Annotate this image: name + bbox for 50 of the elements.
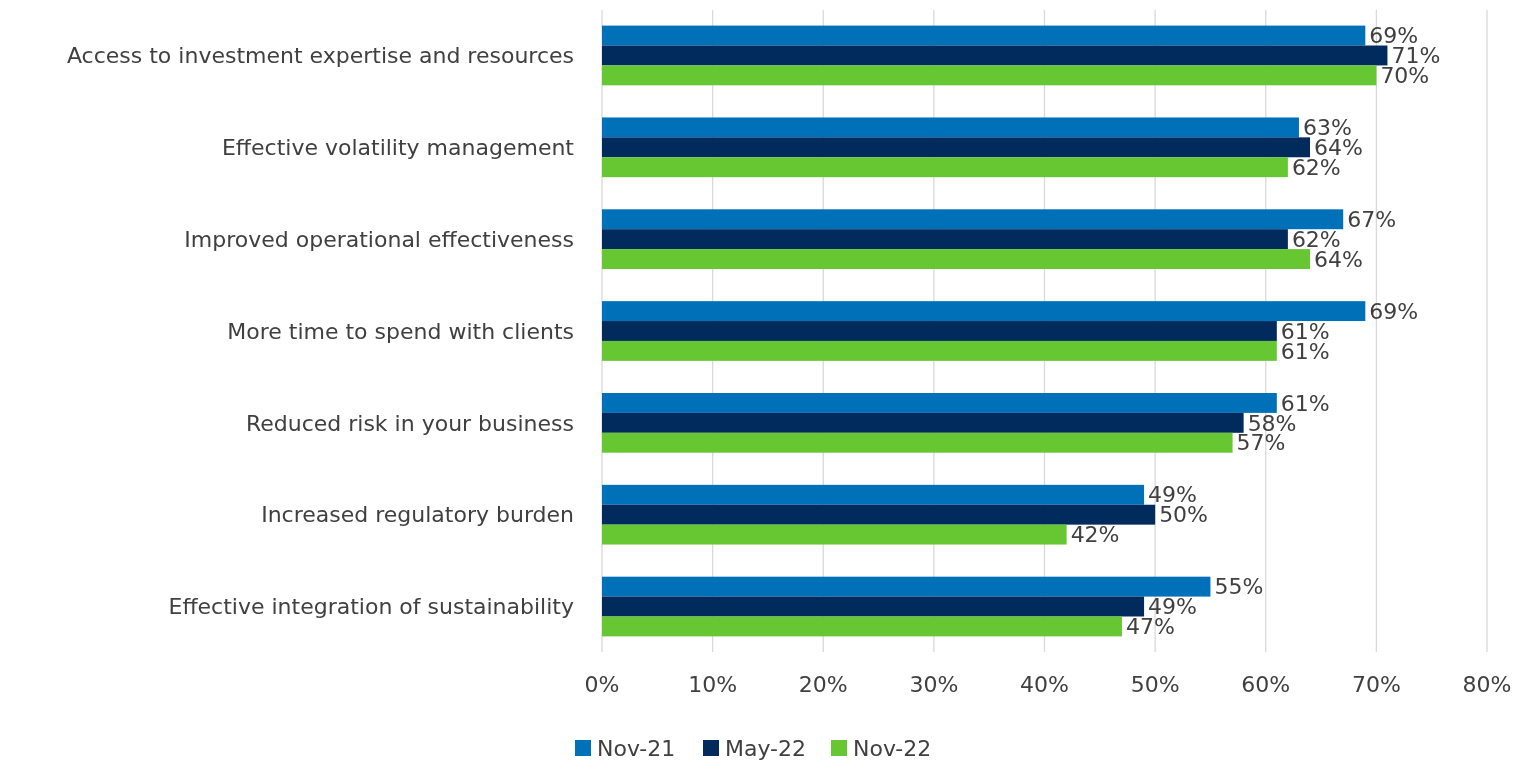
bar	[602, 301, 1366, 322]
y-tick-label: Reduced risk in your business	[245, 410, 574, 436]
bar	[602, 524, 1067, 545]
data-label: 70%	[1380, 63, 1430, 89]
x-tick-label: 30%	[909, 672, 959, 697]
bar	[602, 596, 1145, 617]
data-label: 57%	[1236, 430, 1286, 456]
y-tick-label: More time to spend with clients	[227, 318, 574, 344]
y-tick-label: Access to investment expertise and resources	[66, 43, 574, 69]
x-tick-label: 80%	[1462, 672, 1512, 697]
bar	[602, 412, 1244, 433]
bar	[602, 229, 1288, 250]
bar	[602, 117, 1299, 138]
bar	[602, 65, 1377, 86]
bar	[602, 137, 1310, 158]
data-label: 50%	[1159, 502, 1209, 528]
data-label: 62%	[1291, 154, 1341, 180]
y-tick-label: Effective integration of sustainability	[168, 594, 574, 620]
x-tick-label: 60%	[1241, 672, 1291, 697]
y-tick-label: Improved operational effectiveness	[184, 226, 574, 252]
x-tick-label: 70%	[1351, 672, 1401, 697]
x-tick-label: 20%	[798, 672, 848, 697]
bar	[602, 616, 1122, 637]
x-tick-label: 0%	[584, 672, 620, 697]
bar	[602, 432, 1233, 453]
bar	[602, 45, 1388, 66]
data-label: 67%	[1347, 206, 1397, 232]
bar	[602, 340, 1277, 361]
legend-label: May-22	[725, 735, 807, 761]
y-tick-label: Increased regulatory burden	[261, 502, 574, 528]
bar	[602, 321, 1277, 341]
bar	[602, 576, 1211, 597]
bar	[602, 249, 1310, 269]
bar	[602, 209, 1344, 230]
data-label: 69%	[1369, 298, 1419, 324]
data-label: 47%	[1125, 614, 1175, 640]
legend-label: Nov-22	[853, 735, 932, 761]
data-label: 61%	[1280, 390, 1330, 416]
x-tick-label: 10%	[688, 672, 738, 697]
data-label: 42%	[1070, 522, 1120, 548]
data-label: 55%	[1214, 574, 1264, 600]
bar	[602, 157, 1288, 178]
x-tick-label: 50%	[1130, 672, 1180, 697]
bar	[602, 504, 1156, 525]
bar	[602, 484, 1145, 505]
bar	[602, 393, 1277, 413]
x-tick-label: 40%	[1020, 672, 1069, 697]
legend-label: Nov-21	[597, 735, 676, 761]
y-tick-label: Effective volatility management	[221, 135, 575, 161]
bar	[602, 25, 1366, 46]
